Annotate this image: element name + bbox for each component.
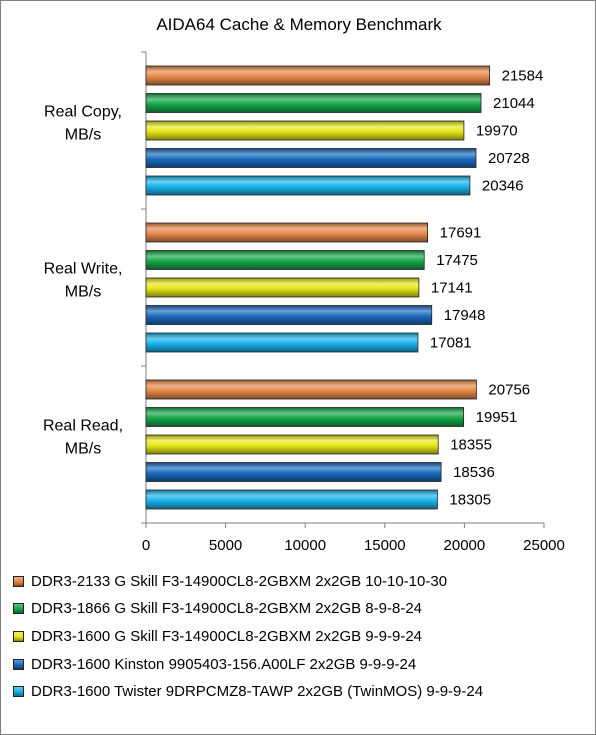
legend-item: DDR3-1600 Twister 9DRPCMZ8-TAWP 2x2GB (T… [13,682,483,702]
data-label: 21584 [502,68,544,85]
data-label: 17691 [440,225,482,242]
bar [145,489,438,510]
legend-label: DDR3-1600 G Skill F3-14900CL8-2GBXM 2x2G… [31,627,423,645]
bar [145,93,482,113]
bar [145,277,420,298]
legend-item: DDR3-2133 G Skill F3-14900CL8-2GBXM 2x2G… [13,571,447,591]
bar [145,305,433,325]
legend-label: DDR3-1600 Kinston 9905403-156.A00LF 2x2G… [31,655,417,673]
data-label: 21044 [493,95,535,112]
legend-item: DDR3-1600 G Skill F3-14900CL8-2GBXM 2x2G… [13,626,422,646]
data-label: 18305 [449,492,491,509]
legend-swatch [13,630,24,642]
bar [145,407,465,427]
legend-item: DDR3-1600 Kinston 9905403-156.A00LF 2x2G… [13,654,416,674]
category-label: Real Write, MB/s [44,261,123,301]
x-tick-label: 0 [142,537,150,554]
legend-item: DDR3-1866 G Skill F3-14900CL8-2GBXM 2x2G… [13,599,422,619]
data-label: 19951 [476,409,518,426]
x-tick-label: 15000 [364,537,406,554]
data-label: 20346 [482,178,524,195]
x-tick-label: 10000 [284,537,326,554]
data-label: 20728 [488,150,530,167]
legend-swatch [13,658,24,670]
chart-plot: 0 5000 10000 15000 20000 25000 Real Copy, MB/s R… [43,51,565,554]
legend-swatch [13,603,24,615]
bar [145,120,465,141]
legend-label: DDR3-2133 G Skill F3-14900CL8-2GBXM 2x2G… [31,572,448,590]
category-label: Real Copy, MB/s [44,104,122,144]
data-label: 17081 [430,335,472,352]
bar [145,250,425,270]
data-label: 20756 [488,382,530,399]
chart-title: AIDA64 Cache & Memory Benchmark [156,15,442,34]
legend-swatch [13,575,24,587]
legend-label: DDR3-1600 Twister 9DRPCMZ8-TAWP 2x2GB (T… [31,683,484,701]
category-label: Real Read, MB/s [43,418,123,458]
legend-swatch [13,686,24,698]
x-tick-label: 20000 [444,537,486,554]
bar [145,434,439,455]
data-label: 19970 [476,123,518,140]
bar [145,65,491,86]
data-label: 17475 [436,252,478,269]
data-label: 17141 [431,280,473,297]
data-label: 18355 [450,437,492,454]
bar [145,462,442,482]
x-tick-label: 25000 [523,537,565,554]
bar [145,379,477,400]
bar [145,332,419,353]
data-label: 18536 [453,464,495,481]
data-label: 17948 [444,307,486,324]
legend-label: DDR3-1866 G Skill F3-14900CL8-2GBXM 2x2G… [31,600,423,618]
bar [145,222,429,243]
bar [145,175,471,196]
bar [145,148,477,168]
x-tick-label: 5000 [209,537,242,554]
